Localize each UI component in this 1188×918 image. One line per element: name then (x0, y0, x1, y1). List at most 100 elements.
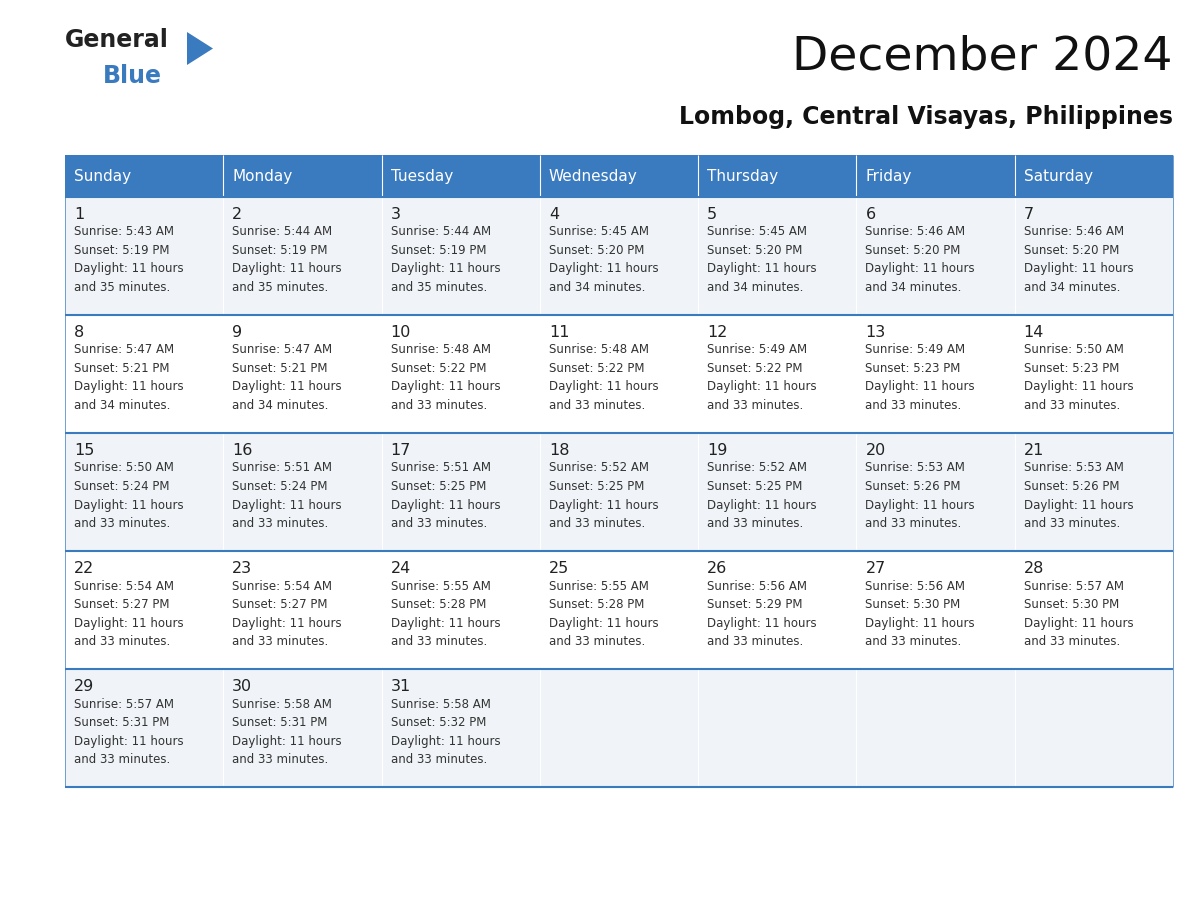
Text: Daylight: 11 hours: Daylight: 11 hours (391, 498, 500, 511)
Text: Sunset: 5:27 PM: Sunset: 5:27 PM (233, 598, 328, 611)
Bar (1015, 315, 1173, 433)
Text: Thursday: Thursday (707, 169, 778, 184)
Text: Daylight: 11 hours: Daylight: 11 hours (391, 617, 500, 630)
Text: Daylight: 11 hours: Daylight: 11 hours (233, 617, 342, 630)
Text: 15: 15 (74, 443, 94, 458)
Text: Daylight: 11 hours: Daylight: 11 hours (391, 734, 500, 747)
Bar (1015, 433, 1173, 551)
Text: 11: 11 (549, 325, 569, 340)
Bar (857, 433, 1015, 551)
Bar (223, 433, 381, 551)
Text: and 33 minutes.: and 33 minutes. (865, 635, 961, 648)
Bar (381, 551, 539, 669)
Bar (223, 155, 381, 197)
Text: Lombog, Central Visayas, Philippines: Lombog, Central Visayas, Philippines (680, 105, 1173, 129)
Text: and 33 minutes.: and 33 minutes. (707, 399, 803, 412)
Text: 2: 2 (233, 207, 242, 222)
Bar (223, 315, 381, 433)
Bar (381, 197, 539, 315)
Text: 7: 7 (1024, 207, 1034, 222)
Text: 5: 5 (707, 207, 718, 222)
Text: 21: 21 (1024, 443, 1044, 458)
Text: Sunrise: 5:54 AM: Sunrise: 5:54 AM (74, 579, 173, 592)
Bar (539, 551, 699, 669)
Text: Sunset: 5:19 PM: Sunset: 5:19 PM (233, 244, 328, 257)
Text: Sunset: 5:22 PM: Sunset: 5:22 PM (391, 362, 486, 375)
Bar (65, 315, 223, 433)
Text: Daylight: 11 hours: Daylight: 11 hours (233, 380, 342, 394)
Text: Daylight: 11 hours: Daylight: 11 hours (707, 263, 817, 275)
Text: Sunrise: 5:50 AM: Sunrise: 5:50 AM (1024, 343, 1124, 356)
Text: December 2024: December 2024 (792, 35, 1173, 80)
Bar (1015, 551, 1173, 669)
Text: Sunset: 5:26 PM: Sunset: 5:26 PM (865, 480, 961, 493)
Text: 6: 6 (865, 207, 876, 222)
Text: Daylight: 11 hours: Daylight: 11 hours (74, 617, 184, 630)
Text: Daylight: 11 hours: Daylight: 11 hours (233, 498, 342, 511)
Text: Sunrise: 5:56 AM: Sunrise: 5:56 AM (707, 579, 807, 592)
Bar (857, 551, 1015, 669)
Text: Friday: Friday (865, 169, 912, 184)
Bar (65, 433, 223, 551)
Text: 1: 1 (74, 207, 84, 222)
Text: and 33 minutes.: and 33 minutes. (74, 753, 170, 766)
Text: Daylight: 11 hours: Daylight: 11 hours (1024, 498, 1133, 511)
Text: and 33 minutes.: and 33 minutes. (233, 517, 329, 530)
Bar (1015, 669, 1173, 787)
Text: Sunset: 5:20 PM: Sunset: 5:20 PM (865, 244, 961, 257)
Text: Daylight: 11 hours: Daylight: 11 hours (1024, 380, 1133, 394)
Text: Sunset: 5:26 PM: Sunset: 5:26 PM (1024, 480, 1119, 493)
Text: and 35 minutes.: and 35 minutes. (233, 281, 329, 294)
Bar (857, 155, 1015, 197)
Bar (1015, 155, 1173, 197)
Text: Sunrise: 5:46 AM: Sunrise: 5:46 AM (1024, 226, 1124, 239)
Text: and 33 minutes.: and 33 minutes. (707, 635, 803, 648)
Bar (857, 315, 1015, 433)
Text: Sunrise: 5:49 AM: Sunrise: 5:49 AM (865, 343, 966, 356)
Text: Daylight: 11 hours: Daylight: 11 hours (549, 380, 658, 394)
Text: 28: 28 (1024, 561, 1044, 576)
Text: 19: 19 (707, 443, 727, 458)
Text: Sunset: 5:22 PM: Sunset: 5:22 PM (707, 362, 803, 375)
Text: Sunrise: 5:50 AM: Sunrise: 5:50 AM (74, 462, 173, 475)
Text: Sunset: 5:32 PM: Sunset: 5:32 PM (391, 716, 486, 729)
Text: Sunset: 5:24 PM: Sunset: 5:24 PM (233, 480, 328, 493)
Text: Daylight: 11 hours: Daylight: 11 hours (865, 263, 975, 275)
Text: Sunset: 5:22 PM: Sunset: 5:22 PM (549, 362, 644, 375)
Text: Daylight: 11 hours: Daylight: 11 hours (74, 263, 184, 275)
Text: Sunset: 5:29 PM: Sunset: 5:29 PM (707, 598, 803, 611)
Text: Sunrise: 5:52 AM: Sunrise: 5:52 AM (707, 462, 807, 475)
Text: Sunrise: 5:56 AM: Sunrise: 5:56 AM (865, 579, 966, 592)
Text: Sunrise: 5:48 AM: Sunrise: 5:48 AM (549, 343, 649, 356)
Text: Sunrise: 5:47 AM: Sunrise: 5:47 AM (233, 343, 333, 356)
Text: Sunset: 5:24 PM: Sunset: 5:24 PM (74, 480, 170, 493)
Text: and 33 minutes.: and 33 minutes. (391, 635, 487, 648)
Text: and 33 minutes.: and 33 minutes. (549, 399, 645, 412)
Text: Sunrise: 5:45 AM: Sunrise: 5:45 AM (549, 226, 649, 239)
Text: Daylight: 11 hours: Daylight: 11 hours (707, 498, 817, 511)
Text: Tuesday: Tuesday (391, 169, 453, 184)
Bar (539, 669, 699, 787)
Text: Daylight: 11 hours: Daylight: 11 hours (865, 380, 975, 394)
Bar (381, 315, 539, 433)
Text: and 34 minutes.: and 34 minutes. (74, 399, 170, 412)
Text: 20: 20 (865, 443, 886, 458)
Text: Sunrise: 5:53 AM: Sunrise: 5:53 AM (1024, 462, 1124, 475)
Text: and 35 minutes.: and 35 minutes. (74, 281, 170, 294)
Text: 31: 31 (391, 679, 411, 694)
Text: Sunset: 5:30 PM: Sunset: 5:30 PM (1024, 598, 1119, 611)
Text: Monday: Monday (233, 169, 292, 184)
Text: and 33 minutes.: and 33 minutes. (549, 517, 645, 530)
Text: Blue: Blue (103, 64, 162, 88)
Text: Sunset: 5:31 PM: Sunset: 5:31 PM (74, 716, 170, 729)
Text: Sunset: 5:31 PM: Sunset: 5:31 PM (233, 716, 328, 729)
Text: 27: 27 (865, 561, 886, 576)
Text: 30: 30 (233, 679, 252, 694)
Text: 13: 13 (865, 325, 886, 340)
Text: Daylight: 11 hours: Daylight: 11 hours (233, 734, 342, 747)
Text: and 33 minutes.: and 33 minutes. (233, 753, 329, 766)
Text: and 33 minutes.: and 33 minutes. (865, 517, 961, 530)
Bar (539, 315, 699, 433)
Text: and 33 minutes.: and 33 minutes. (1024, 635, 1120, 648)
Text: Daylight: 11 hours: Daylight: 11 hours (707, 380, 817, 394)
